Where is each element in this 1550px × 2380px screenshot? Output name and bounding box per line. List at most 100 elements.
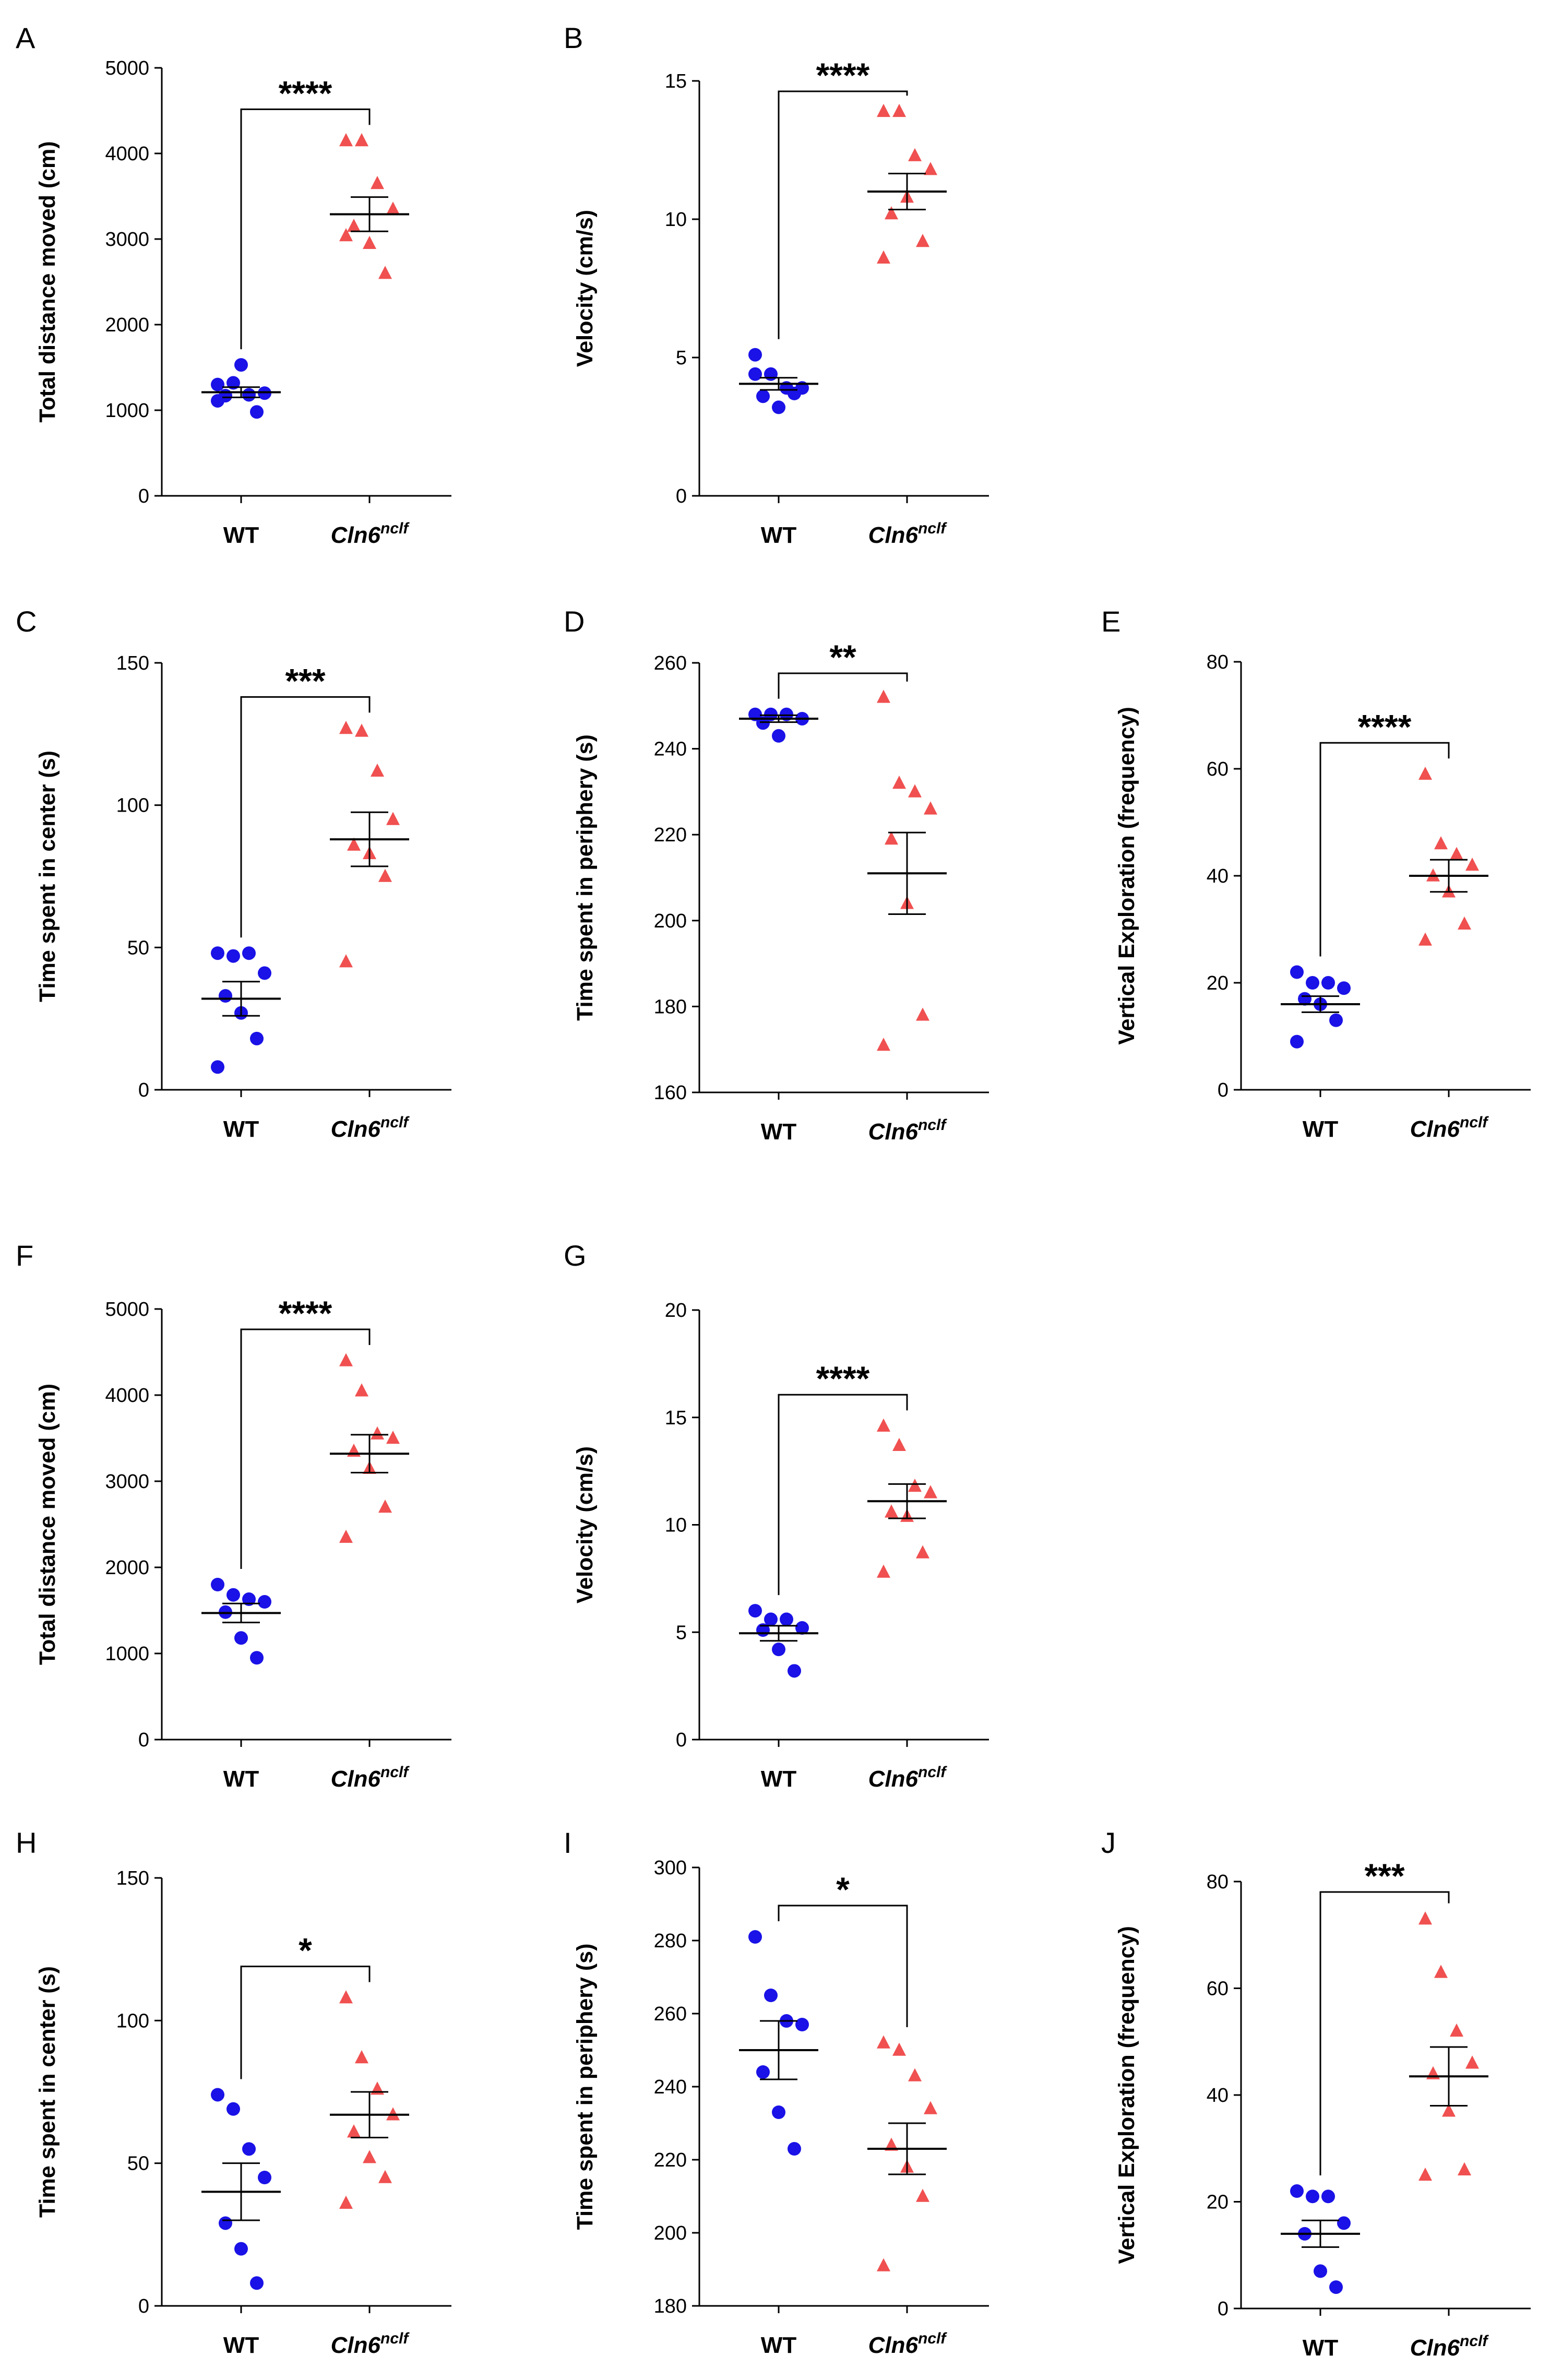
data-point-cln6 <box>378 2170 392 2183</box>
data-point-cln6 <box>1465 2055 1479 2069</box>
data-point-wt <box>226 2102 240 2116</box>
data-point-cln6 <box>892 2042 906 2056</box>
data-point-cln6 <box>877 250 890 264</box>
y-axis-label: Total distance moved (cm) <box>35 141 60 422</box>
data-point-cln6 <box>355 133 368 147</box>
data-point-cln6 <box>355 2050 368 2064</box>
data-point-wt <box>234 1631 248 1645</box>
significance-stars: * <box>836 1870 850 1909</box>
data-point-wt <box>788 2142 801 2156</box>
data-point-cln6 <box>363 2150 376 2163</box>
significance-bracket <box>778 1905 908 2027</box>
data-point-wt <box>211 946 224 960</box>
data-point-cln6 <box>339 1529 353 1543</box>
y-tick-label: 200 <box>654 2222 687 2244</box>
y-tick-label: 180 <box>654 996 687 1018</box>
y-tick-label: 20 <box>1207 2192 1229 2214</box>
data-point-wt <box>242 1592 256 1606</box>
data-point-wt <box>748 1604 762 1618</box>
data-point-cln6 <box>1458 2162 1471 2175</box>
data-point-wt <box>772 729 785 743</box>
data-point-wt <box>226 376 240 390</box>
chart-panel-i: I 180 200 220 240 260 280 300 Time spent in peri… <box>564 1826 989 2358</box>
significance-bracket <box>240 108 371 350</box>
data-point-wt <box>211 1060 224 1074</box>
data-point-cln6 <box>877 2035 890 2049</box>
y-tick-label: 260 <box>654 2003 687 2025</box>
data-point-wt <box>1314 2264 1327 2278</box>
data-point-cln6 <box>1450 2023 1463 2037</box>
panel-letter: I <box>564 1826 572 1859</box>
chart-panel-a: A 0 1000 2000 3000 4000 5000 Total distance mov… <box>16 21 451 548</box>
y-tick-label: 5 <box>676 1622 687 1644</box>
data-point-cln6 <box>355 723 368 737</box>
y-tick-label: 0 <box>1218 1079 1229 1101</box>
panel-letter: H <box>16 1826 37 1859</box>
data-point-cln6 <box>916 2188 929 2202</box>
data-point-cln6 <box>339 954 353 968</box>
data-point-cln6 <box>877 1038 890 1051</box>
data-point-wt <box>748 348 762 362</box>
y-tick-label: 50 <box>127 937 149 959</box>
panel-letter: C <box>16 605 37 638</box>
x-category-label: WT <box>1303 1116 1339 1142</box>
data-point-wt <box>211 377 224 391</box>
x-category-label: Cln6nclf <box>331 1114 410 1142</box>
data-point-wt <box>772 1643 785 1657</box>
y-axis-label: Vertical Exploration (frequency) <box>1114 707 1139 1045</box>
y-tick-label: 1000 <box>105 1643 149 1665</box>
data-point-cln6 <box>908 784 922 798</box>
data-point-cln6 <box>924 2101 937 2114</box>
data-point-cln6 <box>1465 858 1479 871</box>
x-category-label: Cln6nclf <box>1410 2333 1489 2361</box>
data-point-cln6 <box>371 763 384 777</box>
significance-bracket <box>1319 742 1450 957</box>
data-point-cln6 <box>339 1990 353 2004</box>
y-tick-label: 10 <box>665 1515 687 1537</box>
data-point-wt <box>211 2088 224 2102</box>
x-category-label: WT <box>761 522 797 548</box>
data-point-wt <box>1321 976 1335 990</box>
y-tick-label: 220 <box>654 824 687 846</box>
data-point-wt <box>219 989 232 1003</box>
data-point-cln6 <box>877 1418 890 1432</box>
significance-bracket <box>778 1394 908 1596</box>
data-point-cln6 <box>1418 1911 1432 1925</box>
data-point-cln6 <box>916 1007 929 1021</box>
data-point-cln6 <box>1434 836 1448 850</box>
data-point-wt <box>1329 2280 1343 2294</box>
x-category-label: Cln6nclf <box>868 520 948 548</box>
significance-stars: * <box>299 1931 312 1970</box>
data-point-cln6 <box>371 2081 384 2095</box>
y-tick-label: 2000 <box>105 314 149 336</box>
panel-letter: J <box>1101 1826 1116 1859</box>
y-tick-label: 5000 <box>105 57 149 79</box>
y-tick-label: 150 <box>116 652 149 674</box>
data-point-wt <box>788 386 801 400</box>
data-point-wt <box>258 966 271 980</box>
data-point-cln6 <box>877 103 890 117</box>
data-point-cln6 <box>885 2137 898 2151</box>
data-point-cln6 <box>363 235 376 249</box>
y-tick-label: 40 <box>1207 2085 1229 2107</box>
y-tick-label: 280 <box>654 1930 687 1952</box>
y-tick-label: 200 <box>654 910 687 932</box>
y-tick-label: 100 <box>116 795 149 817</box>
panel-letter: E <box>1101 605 1120 638</box>
data-point-wt <box>211 1578 224 1591</box>
significance-bracket <box>778 672 908 699</box>
data-point-cln6 <box>885 831 898 845</box>
y-axis-label: Velocity (cm/s) <box>573 1446 598 1603</box>
y-tick-label: 40 <box>1207 865 1229 887</box>
data-point-cln6 <box>916 234 929 247</box>
y-tick-label: 50 <box>127 2153 149 2175</box>
data-point-wt <box>1337 2216 1351 2230</box>
data-point-cln6 <box>924 162 937 175</box>
data-point-cln6 <box>386 1431 400 1444</box>
significance-stars: **** <box>279 1294 332 1332</box>
data-point-cln6 <box>339 1353 353 1366</box>
data-point-wt <box>250 1031 264 1045</box>
data-point-cln6 <box>908 148 922 161</box>
x-category-label: Cln6nclf <box>331 1764 410 1792</box>
data-point-cln6 <box>378 266 392 279</box>
